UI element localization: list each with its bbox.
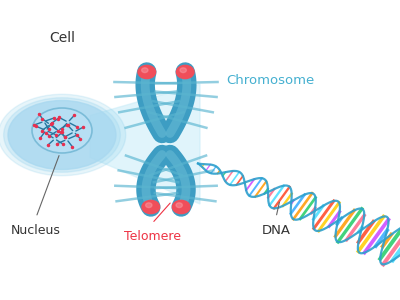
- Polygon shape: [90, 84, 200, 204]
- Ellipse shape: [4, 98, 120, 172]
- Text: Cell: Cell: [49, 31, 75, 44]
- Ellipse shape: [0, 94, 126, 176]
- Text: Chromosome: Chromosome: [226, 74, 314, 88]
- Circle shape: [142, 68, 148, 73]
- Circle shape: [180, 68, 186, 73]
- Circle shape: [176, 65, 194, 79]
- Text: Nucleus: Nucleus: [11, 224, 61, 236]
- Circle shape: [142, 200, 160, 214]
- Circle shape: [138, 65, 156, 79]
- Text: DNA: DNA: [262, 224, 290, 236]
- Circle shape: [176, 203, 182, 208]
- Circle shape: [32, 108, 92, 153]
- Circle shape: [172, 200, 190, 214]
- Circle shape: [146, 203, 152, 208]
- Text: Telomere: Telomere: [124, 230, 180, 242]
- Ellipse shape: [8, 100, 116, 169]
